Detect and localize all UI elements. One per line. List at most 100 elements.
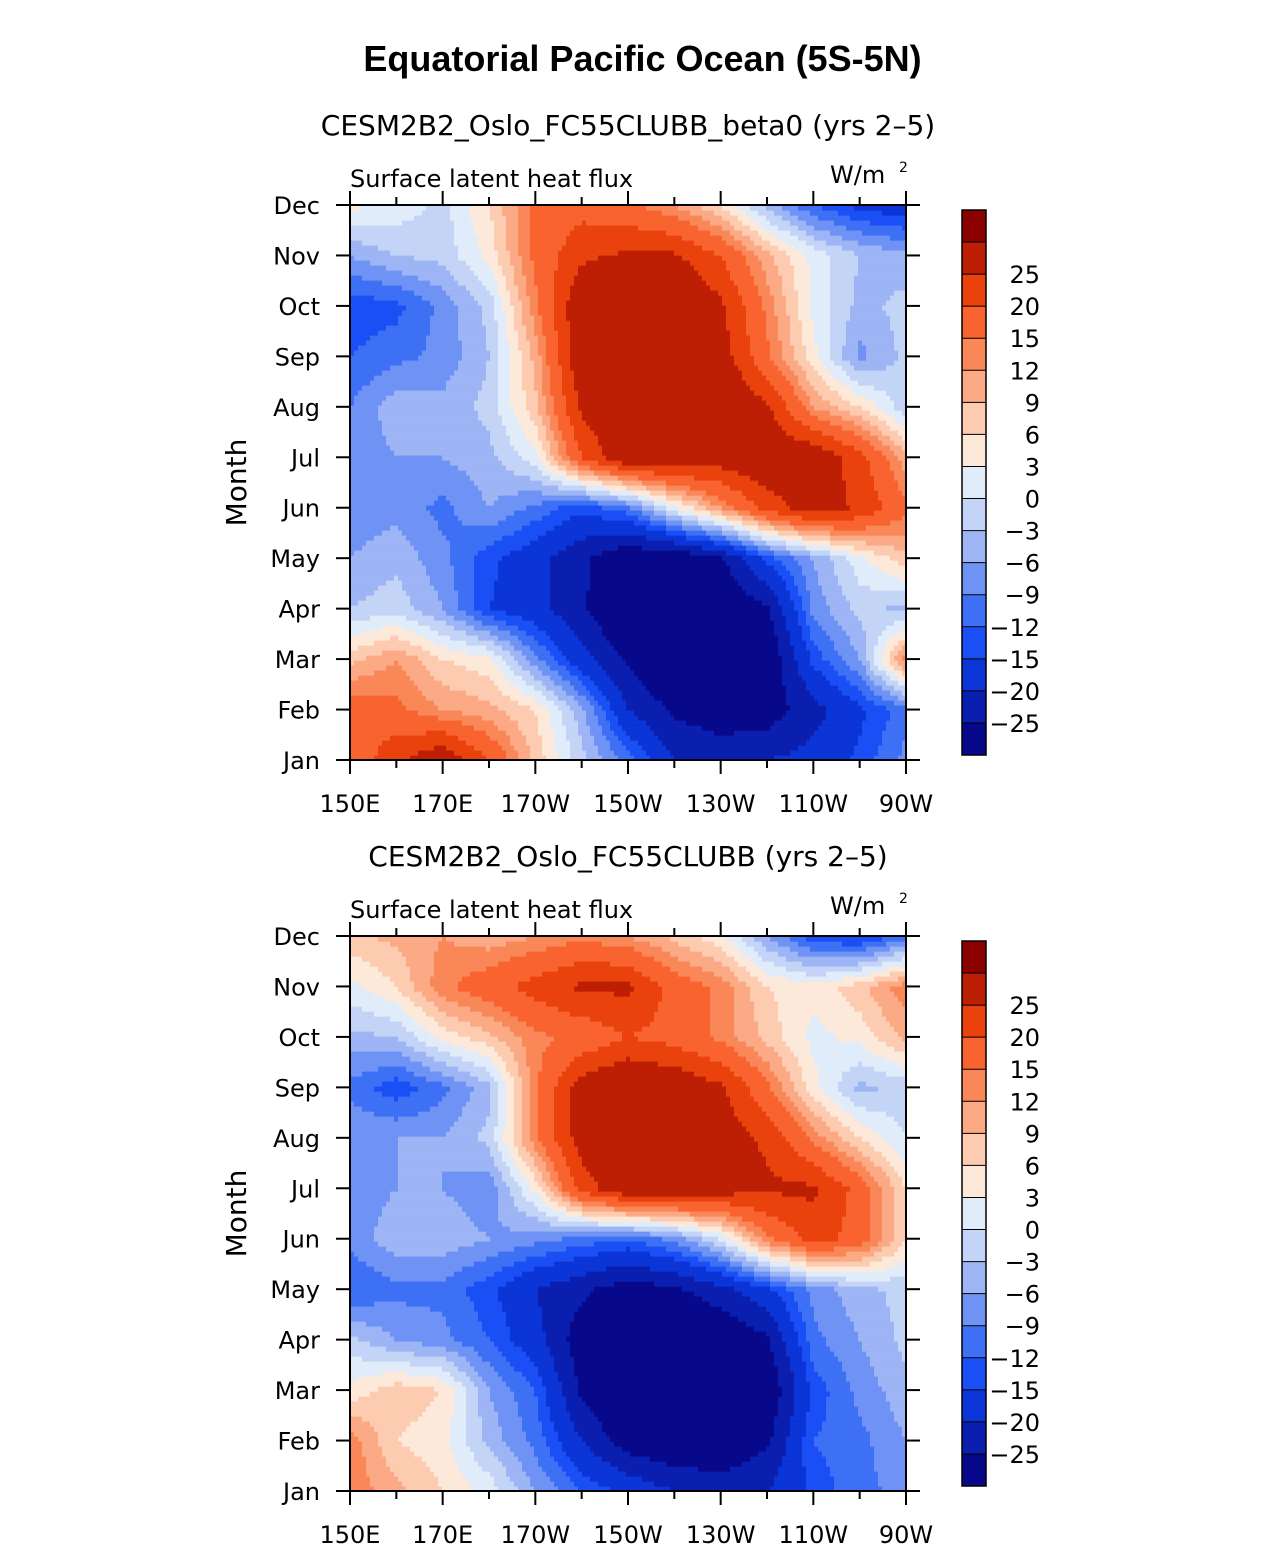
heatmap-cell	[590, 680, 595, 686]
heatmap-cell	[626, 700, 631, 706]
heatmap-cell	[822, 635, 827, 641]
heatmap-cell	[802, 735, 807, 741]
heatmap-cell	[830, 645, 835, 651]
heatmap-cell	[674, 610, 679, 616]
heatmap-cell	[490, 745, 495, 751]
heatmap-cell	[826, 710, 831, 716]
heatmap-cell	[486, 585, 491, 591]
heatmap-cell	[702, 630, 707, 636]
heatmap-cell	[570, 590, 575, 596]
heatmap-cell	[710, 715, 715, 721]
heatmap-cell	[854, 675, 859, 681]
heatmap-cell	[846, 630, 851, 636]
heatmap-cell	[674, 680, 679, 686]
heatmap-cell	[634, 630, 639, 636]
heatmap-cell	[446, 755, 451, 760]
heatmap-cell	[426, 640, 431, 646]
heatmap-cell	[702, 675, 707, 681]
heatmap-cell	[366, 595, 371, 601]
heatmap-cell	[538, 670, 543, 676]
heatmap-cell	[450, 645, 455, 651]
heatmap-cell	[430, 655, 435, 661]
heatmap-cell	[702, 600, 707, 606]
heatmap-cell	[670, 580, 675, 586]
heatmap-cell	[690, 685, 695, 691]
heatmap-cell	[566, 705, 571, 711]
heatmap-cell	[554, 610, 559, 616]
heatmap-cell	[694, 615, 699, 621]
heatmap-cell	[590, 665, 595, 671]
heatmap-cell	[770, 685, 775, 691]
heatmap-cell	[822, 610, 827, 616]
heatmap-cell	[510, 585, 515, 591]
heatmap-cell	[670, 740, 675, 746]
heatmap-cell	[806, 710, 811, 716]
heatmap-cell	[678, 655, 683, 661]
heatmap-cell	[602, 605, 607, 611]
heatmap-cell	[382, 665, 387, 671]
heatmap-cell	[426, 590, 431, 596]
heatmap-cell	[434, 595, 439, 601]
heatmap-cell	[866, 655, 871, 661]
heatmap-cell	[482, 680, 487, 686]
heatmap-cell	[714, 730, 719, 736]
heatmap-cell	[810, 585, 815, 591]
heatmap-cell	[854, 740, 859, 746]
heatmap-cell	[690, 710, 695, 716]
heatmap-cell	[502, 730, 507, 736]
heatmap-cell	[674, 740, 679, 746]
heatmap-cell	[534, 720, 539, 726]
heatmap-cell	[414, 705, 419, 711]
heatmap-cell	[726, 590, 731, 596]
heatmap-cell	[654, 630, 659, 636]
heatmap-cell	[594, 585, 599, 591]
heatmap-cell	[794, 700, 799, 706]
heatmap-cell	[754, 685, 759, 691]
heatmap-cell	[498, 755, 503, 760]
heatmap-cell	[754, 635, 759, 641]
heatmap-cell	[638, 710, 643, 716]
heatmap-cell	[534, 745, 539, 751]
heatmap-cell	[798, 595, 803, 601]
heatmap-cell	[570, 660, 575, 666]
heatmap-cell	[562, 585, 567, 591]
heatmap-cell	[850, 610, 855, 616]
heatmap-cell	[362, 650, 367, 656]
heatmap-cell	[846, 675, 851, 681]
heatmap-cell	[866, 745, 871, 751]
heatmap-cell	[798, 735, 803, 741]
heatmap-cell	[646, 595, 651, 601]
heatmap-cell	[678, 730, 683, 736]
heatmap-cell	[478, 720, 483, 726]
heatmap-cell	[394, 720, 399, 726]
heatmap-cell	[774, 660, 779, 666]
heatmap-cell	[778, 585, 783, 591]
heatmap-cell	[814, 675, 819, 681]
heatmap-cell	[386, 730, 391, 736]
heatmap-cell	[634, 620, 639, 626]
heatmap-cell	[754, 725, 759, 731]
heatmap-cell	[846, 590, 851, 596]
heatmap-cell	[558, 600, 563, 606]
heatmap-cell	[730, 745, 735, 751]
heatmap-cell	[406, 665, 411, 671]
heatmap-cell	[450, 670, 455, 676]
heatmap-cell	[506, 755, 511, 760]
heatmap-cell	[462, 655, 467, 661]
heatmap-cell	[574, 640, 579, 646]
heatmap-cell	[658, 735, 663, 741]
heatmap-cell	[554, 670, 559, 676]
heatmap-cell	[382, 620, 387, 626]
heatmap-cell	[646, 620, 651, 626]
heatmap-cell	[506, 715, 511, 721]
heatmap-cell	[438, 740, 443, 746]
heatmap-cell	[390, 600, 395, 606]
heatmap-cell	[586, 740, 591, 746]
heatmap-cell	[798, 740, 803, 746]
heatmap-cell	[394, 610, 399, 616]
heatmap-cell	[654, 750, 659, 756]
heatmap-cell	[430, 620, 435, 626]
heatmap-cell	[450, 715, 455, 721]
heatmap-cell	[786, 705, 791, 711]
heatmap-cell	[454, 675, 459, 681]
